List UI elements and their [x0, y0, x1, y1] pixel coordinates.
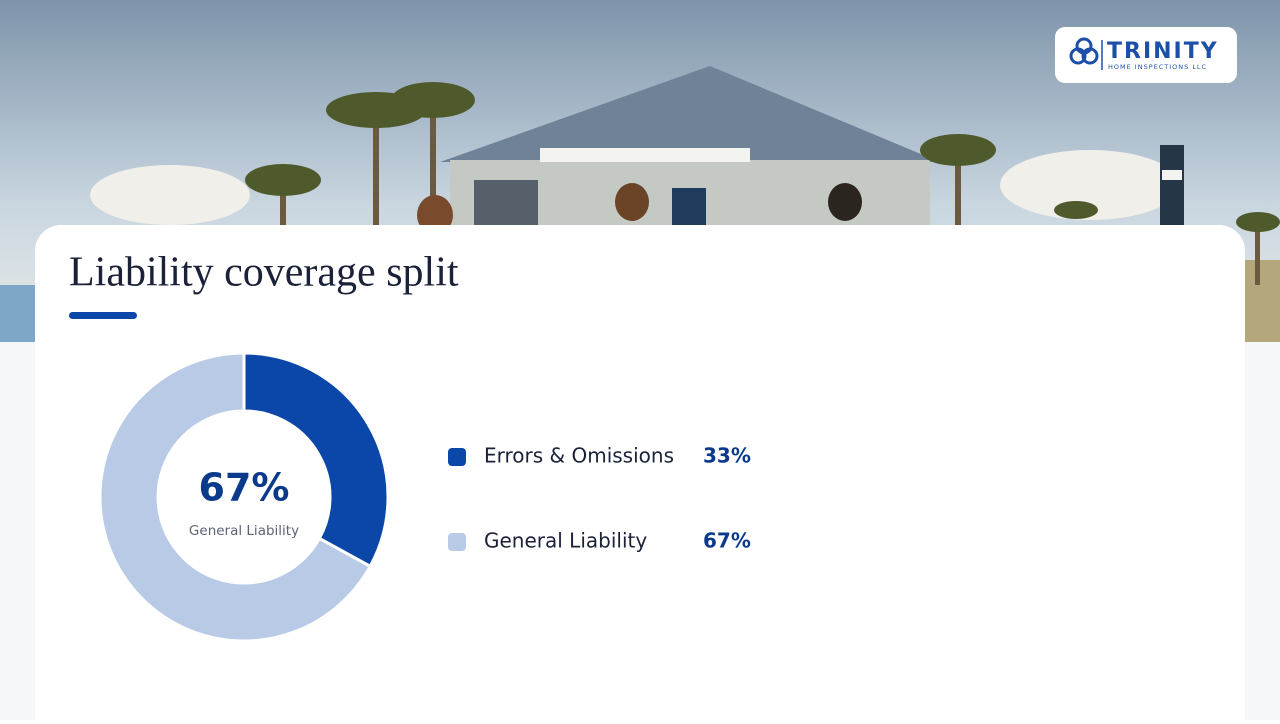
logo-tagline: HOME INSPECTIONS LLC: [1108, 63, 1207, 71]
title-underline: [69, 312, 137, 319]
donut-slice: [242, 351, 390, 569]
scenery: [90, 66, 1280, 285]
chart-title: Liability coverage split: [69, 250, 459, 296]
logo-name: TRINITY: [1107, 39, 1219, 64]
legend-value: 67%: [703, 529, 751, 553]
legend-swatch: [448, 448, 466, 466]
center-label: General Liability: [189, 523, 299, 539]
legend-label: General Liability: [484, 529, 647, 553]
logo-icon: [1069, 37, 1099, 65]
donut-slice: [98, 351, 373, 643]
logo-box: [1055, 27, 1237, 83]
center-value: 67%: [199, 466, 290, 510]
legend-swatch: [448, 533, 466, 551]
legend-label: Errors & Omissions: [484, 444, 674, 468]
chart: 67% General Liability Errors & Omissions 33…: [98, 351, 751, 643]
legend-value: 33%: [703, 444, 751, 468]
